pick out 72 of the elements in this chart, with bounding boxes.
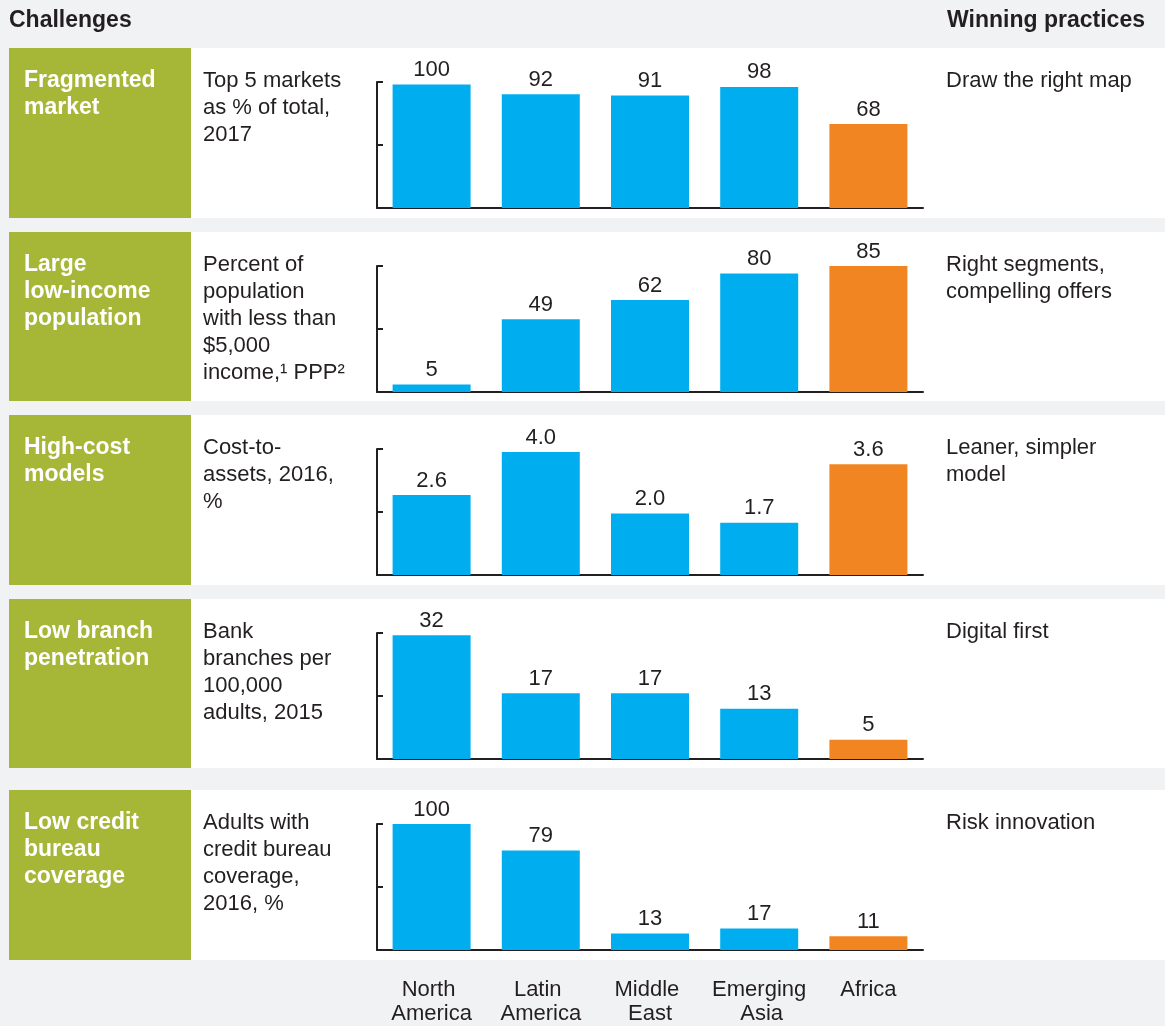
data-label: 62: [637, 271, 663, 297]
data-label: 68: [856, 95, 881, 121]
text: Winning practices: [947, 5, 1145, 33]
bar: [720, 928, 799, 950]
data-label: 4.0: [525, 423, 557, 449]
text: Large low-income population: [24, 249, 151, 330]
x-tick-label: Emerging Asia: [712, 975, 807, 1025]
bar: [720, 272, 799, 392]
bar: [829, 739, 908, 759]
bar: [501, 692, 580, 759]
data-label: 13: [637, 905, 663, 931]
data-label: 1.7: [743, 494, 775, 520]
y-axis-title: Cost-to-assets, 2016, %: [203, 433, 335, 514]
data-label: 98: [746, 58, 772, 84]
bar: [392, 495, 471, 575]
bar: [829, 265, 908, 392]
bar: [720, 522, 799, 575]
data-label: 2.0: [634, 485, 666, 511]
bar: [829, 464, 908, 575]
data-label: 17: [528, 664, 554, 690]
bar: [611, 513, 689, 575]
bar: [501, 94, 580, 208]
y-axis-title: Bank branches per 100,000 adults, 2015: [203, 616, 333, 725]
bar: [611, 95, 689, 208]
y-axis-title: Top 5 markets as % of total, 2017: [203, 66, 343, 147]
text: Draw the right map: [946, 66, 1133, 93]
data-label: 92: [528, 65, 554, 91]
data-label: 49: [528, 290, 554, 316]
bar: [501, 850, 580, 950]
bar: [611, 299, 689, 392]
bar: [392, 634, 471, 759]
bar: [720, 708, 799, 759]
text: Right segments, compelling offers: [946, 249, 1113, 304]
bar: [829, 936, 908, 950]
y-axis-title: Percent of population with less than $5,000 income,¹ PPP²: [203, 249, 346, 385]
data-label: 85: [856, 237, 881, 262]
data-label: 5: [862, 710, 875, 736]
data-label: 5: [425, 355, 438, 381]
bar: [829, 124, 908, 208]
text: Low branch penetration: [24, 616, 154, 670]
bar: [501, 452, 580, 575]
x-tick-label: North America: [391, 975, 473, 1025]
text: Fragmented market: [24, 66, 156, 119]
bar: [392, 384, 471, 392]
text: Digital first: [946, 616, 1050, 644]
data-label: 3.6: [853, 435, 884, 461]
data-label: 2.6: [416, 466, 447, 492]
data-label: 100: [413, 795, 450, 821]
text: Risk innovation: [946, 808, 1097, 835]
bar: [392, 84, 471, 208]
data-label: 79: [528, 821, 554, 847]
data-label: 17: [746, 900, 772, 926]
y-axis-title: Adults with credit bureau coverage, 2016, %: [203, 808, 333, 916]
x-tick-label: Latin America: [500, 975, 582, 1025]
bar: [720, 86, 799, 208]
text: Challenges: [9, 5, 132, 33]
data-label: 13: [746, 679, 772, 705]
bar: [392, 824, 471, 950]
x-tick-label: Middle East: [614, 975, 686, 1025]
data-label: 11: [856, 907, 880, 933]
data-label: 100: [413, 55, 450, 81]
data-label: 32: [419, 606, 444, 632]
data-label: 91: [637, 67, 663, 93]
data-label: 17: [637, 664, 663, 690]
bar: [501, 318, 580, 392]
data-label: 80: [746, 244, 772, 270]
text: High-cost models: [24, 433, 131, 486]
x-tick-label: Africa: [840, 975, 898, 1001]
bar: [611, 692, 689, 759]
bar: [611, 933, 689, 950]
text: Leaner, simpler model: [946, 433, 1098, 487]
text: Low credit bureau coverage: [24, 808, 140, 888]
